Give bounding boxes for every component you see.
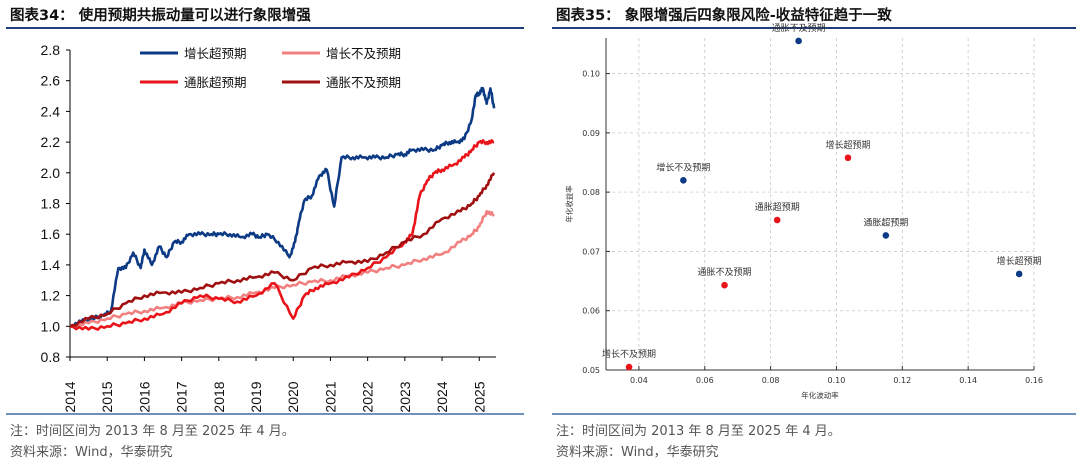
x-tick-label: 0.12 — [893, 376, 911, 385]
x-tick-label: 2024 — [434, 381, 450, 412]
x-tick-label: 0.10 — [828, 376, 846, 385]
left-title-rule — [6, 27, 524, 29]
scatter-point — [721, 281, 728, 289]
x-tick-label: 2015 — [99, 381, 115, 412]
series-line — [69, 209, 495, 329]
right-panel: 图表35： 象限增强后四象限风险-收益特征趋于一致 0.05 0.06 0.07 0.… — [546, 0, 1080, 465]
y-axis-title: 年化收益率 — [564, 185, 574, 223]
legend-label: 通胀不及预期 — [326, 75, 401, 90]
right-source: 资料来源：Wind，华泰研究 — [556, 445, 719, 460]
scatter-point — [844, 154, 852, 162]
point-label: 通胀不及预期 — [698, 267, 752, 278]
x-tick-label: 2017 — [174, 381, 190, 412]
left-chart-title: 图表34： 使用预期共振动量可以进行象限增强 — [10, 8, 311, 24]
legend-label: 通胀超预期 — [184, 75, 247, 90]
right-title-rule — [552, 27, 1076, 29]
series-line — [69, 86, 496, 328]
x-tick-label: 0.04 — [630, 376, 648, 385]
legend-label: 增长超预期 — [184, 46, 247, 61]
y-tick-label: 0.06 — [582, 307, 600, 316]
y-tick-label: 0.05 — [582, 366, 600, 375]
y-tick-label: 0.07 — [582, 247, 600, 256]
y-tick-label: 0.8 — [41, 349, 61, 365]
y-tick-label: 0.09 — [582, 129, 600, 138]
right-chart-title: 图表35： 象限增强后四象限风险-收益特征趋于一致 — [556, 8, 892, 24]
x-tick-label: 0.06 — [696, 376, 714, 385]
x-tick-label: 0.16 — [1025, 376, 1043, 385]
point-label: 通胀超预期 — [863, 216, 908, 228]
point-label: 增长超预期 — [997, 255, 1042, 267]
scatter-point — [680, 176, 687, 184]
point-label: 通胀不及预期 — [772, 23, 826, 34]
right-bottom-rule — [552, 413, 1076, 415]
x-tick-label: 0.14 — [959, 376, 977, 385]
right-note: 注：时间区间为 2013 年 8 月至 2025 年 4 月。 — [556, 424, 841, 439]
x-tick-label: 2023 — [397, 381, 413, 412]
point-label: 通胀超预期 — [755, 201, 800, 213]
left-panel: 图表34： 使用预期共振动量可以进行象限增强 0.8 1.0 1.2 1.4 1.6 1.… — [0, 0, 528, 465]
x-tick-label: 0.08 — [762, 376, 780, 385]
y-tick-label: 1.6 — [41, 226, 61, 242]
scatter-point — [882, 232, 890, 239]
scatter-chart: 0.05 0.06 0.07 0.08 0.09 0.10 0.04 0.06 0.08 0.10… — [564, 23, 1043, 400]
scatter-point — [773, 216, 781, 224]
left-source: 资料来源：Wind，华泰研究 — [10, 445, 173, 460]
scatter-point — [1015, 270, 1023, 278]
y-tick-label: 2.6 — [41, 73, 61, 89]
point-label: 增长不及预期 — [656, 161, 710, 173]
x-tick-label: 2018 — [211, 381, 227, 412]
x-tick-label: 2016 — [136, 381, 152, 412]
y-tick-label: 2.4 — [41, 103, 61, 119]
y-tick-label: 1.4 — [41, 257, 61, 273]
y-tick-label: 0.10 — [582, 70, 600, 79]
y-tick-label: 0.08 — [582, 188, 600, 197]
y-tick-label: 2.2 — [41, 134, 61, 150]
y-tick-label: 2.0 — [41, 165, 61, 181]
scatter-point — [625, 363, 633, 371]
left-bottom-rule — [6, 413, 524, 415]
x-tick-label: 2025 — [471, 381, 487, 412]
y-tick-label: 1.2 — [41, 288, 61, 304]
x-tick-label: 2014 — [62, 381, 78, 412]
legend-label: 增长不及预期 — [326, 46, 401, 61]
series-line — [69, 139, 495, 331]
y-tick-label: 1.8 — [41, 196, 61, 212]
scatter-point — [795, 37, 802, 45]
point-label: 增长超预期 — [825, 139, 870, 151]
left-note: 注：时间区间为 2013 年 8 月至 2025 年 4 月。 — [10, 424, 295, 439]
x-tick-label: 2019 — [248, 381, 264, 412]
point-label: 增长不及预期 — [602, 348, 656, 360]
y-tick-label: 1.0 — [41, 318, 61, 334]
x-tick-label: 2020 — [285, 381, 301, 412]
x-tick-label: 2022 — [360, 381, 376, 412]
series-line — [69, 172, 496, 328]
x-axis-title: 年化波动率 — [801, 390, 839, 400]
y-tick-label: 2.8 — [41, 42, 61, 58]
line-chart: 0.8 1.0 1.2 1.4 1.6 1.8 2.0 2.2 2.4 2.6 2.8 2014 201… — [41, 42, 496, 413]
x-tick-label: 2021 — [322, 381, 338, 412]
